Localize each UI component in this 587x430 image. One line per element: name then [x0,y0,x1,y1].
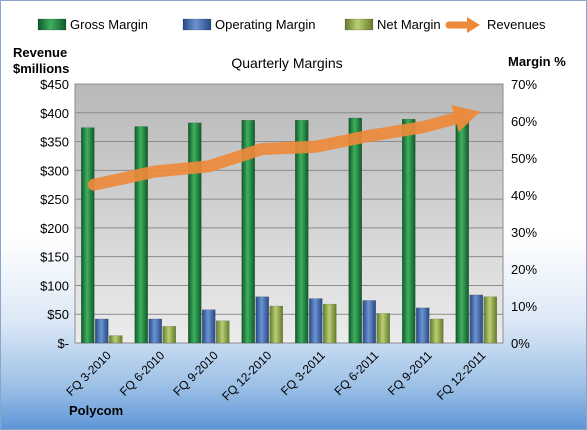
left-axis-title-line1: Revenue [13,45,67,60]
bar-gross-margin [402,118,416,344]
bar-net-margin [216,320,230,344]
chart-title: Quarterly Margins [231,55,342,71]
bar-gross-margin [348,117,362,344]
left-axis-ticks: $- $50 $100 $150 $200 $250 $300 $350 $400 $450 [40,77,69,351]
revenue-line-layer [87,104,481,191]
bar-operating-margin [469,294,483,344]
legend: Gross Margin Operating Margin Net Margin Re… [37,17,546,33]
left-tick-label: $350 [40,135,69,150]
legend-net-margin-swatch [344,18,374,31]
right-tick-label: 10% [511,299,537,314]
bar-operating-margin [362,300,376,344]
bar-net-margin [109,335,123,344]
x-tick-label: FQ 3-2011 [278,348,328,398]
legend-net-margin-label: Net Margin [377,17,441,32]
source-label: Polycom [69,403,123,418]
bar-gross-margin [188,122,202,344]
right-axis-title: Margin % [508,54,566,69]
left-tick-label: $150 [40,250,69,265]
right-tick-label: 40% [511,188,537,203]
x-tick-label: FQ 12-2010 [219,348,274,403]
bar-net-margin [269,305,283,344]
bar-gross-margin [134,126,148,344]
left-tick-label: $450 [40,77,69,92]
bar-net-margin [430,318,444,344]
right-axis-ticks: 0% 10% 20% 30% 40% 50% 60% 70% [511,77,537,351]
x-tick-label: FQ 9-2011 [385,348,435,398]
bar-net-margin [162,326,176,344]
bar-net-margin [376,313,390,344]
left-tick-label: $300 [40,163,69,178]
bar-operating-margin [95,318,109,344]
legend-revenues-swatch-head [467,17,480,33]
revenue-line [87,112,462,191]
bar-net-margin [483,296,497,344]
right-tick-label: 0% [511,336,530,351]
bar-gross-margin [81,127,95,344]
legend-revenues-label: Revenues [487,17,546,32]
bar-operating-margin [148,318,162,344]
x-tick-label: FQ 9-2010 [170,348,221,399]
right-tick-label: 50% [511,151,537,166]
x-tick-label: FQ 6-2011 [332,348,382,398]
bar-operating-margin [309,298,323,344]
x-tick-label: FQ 12-2011 [434,348,489,403]
x-tick-label: FQ 3-2010 [63,348,114,399]
right-tick-label: 70% [511,77,537,92]
left-tick-label: $100 [40,278,69,293]
right-tick-label: 20% [511,262,537,277]
bar-operating-margin [416,307,430,344]
right-tick-label: 30% [511,225,537,240]
left-tick-label: $200 [40,221,69,236]
bar-net-margin [323,303,337,344]
x-tick-label: FQ 6-2010 [117,348,168,399]
legend-gross-margin-label: Gross Margin [70,17,148,32]
legend-operating-margin-label: Operating Margin [215,17,315,32]
legend-operating-margin-swatch [182,18,212,31]
left-tick-label: $50 [47,307,69,322]
bar-operating-margin [255,296,269,344]
left-tick-label: $250 [40,192,69,207]
revenue-arrowhead [451,104,481,133]
bar-gross-margin [295,120,309,344]
legend-gross-margin-swatch [37,18,67,31]
bar-gross-margin [455,118,469,344]
bar-gross-margin [241,120,255,344]
left-tick-label: $400 [40,106,69,121]
right-tick-label: 60% [511,114,537,129]
bar-operating-margin [202,309,216,344]
left-axis-title-line2: $millions [13,61,69,76]
left-tick-label: $- [57,336,69,351]
